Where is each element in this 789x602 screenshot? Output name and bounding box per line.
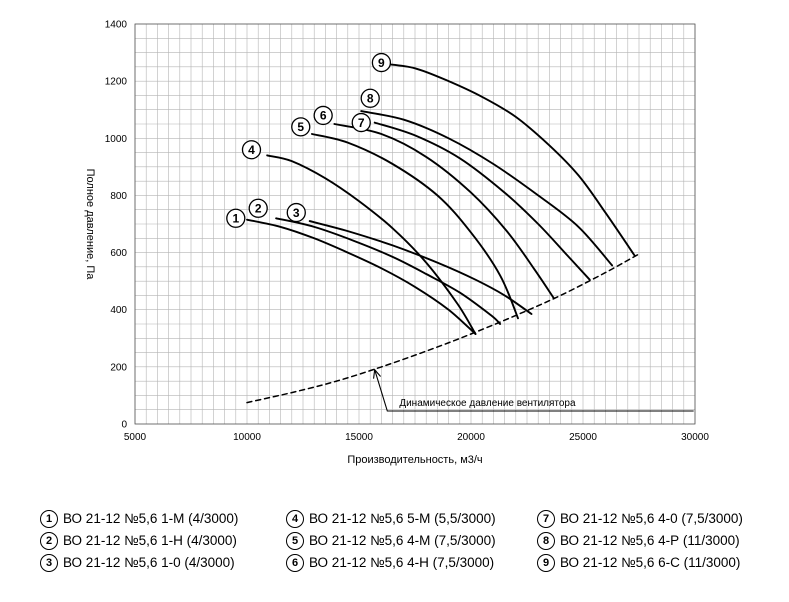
plot-frame (134, 23, 696, 425)
legend-number-badge: 1 (40, 510, 58, 528)
curve-marker-circle (291, 117, 311, 137)
x-axis-title: Производительность, м3/ч (347, 454, 482, 466)
y-tick-label: 400 (110, 305, 127, 316)
legend-label: ВО 21-12 №5,6 6-С (11/3000) (560, 555, 741, 570)
curve-marker-label: 1 (232, 211, 239, 225)
fan-curve-2 (275, 217, 502, 325)
dynamic-pressure-curve (246, 253, 640, 404)
curve-marker-circle (313, 105, 333, 126)
legend-item: 9 ВО 21-12 №5,6 6-С (11/3000) (537, 552, 743, 574)
legend-number-badge: 2 (40, 532, 58, 550)
legend-number-badge: 8 (537, 532, 555, 550)
legend-label: ВО 21-12 №5,6 1-Н (4/3000) (63, 533, 237, 548)
x-tick-label: 10000 (233, 432, 261, 443)
fan-curve-7 (373, 121, 591, 281)
y-tick-label: 1000 (105, 134, 128, 145)
y-tick-label: 1400 (105, 20, 128, 31)
legend-item: 6 ВО 21-12 №5,6 4-Н (7,5/3000) (286, 552, 496, 574)
legend-column-1: 1 ВО 21-12 №5,6 1-М (4/3000) 2 ВО 21-12 №5… (40, 508, 238, 574)
curve-marker-label: 2 (255, 201, 262, 215)
legend-number-badge: 4 (286, 510, 304, 528)
y-tick-label: 200 (110, 362, 127, 373)
annotation-arrowhead (373, 368, 382, 379)
curve-marker-label: 7 (358, 116, 365, 130)
curve-marker-label: 5 (297, 120, 304, 134)
legend-label: ВО 21-12 №5,6 4-М (7,5/3000) (309, 533, 496, 548)
x-tick-label: 20000 (457, 432, 485, 443)
legend-number-badge: 6 (286, 554, 304, 572)
annotation-leader-line (374, 369, 694, 412)
legend-label: ВО 21-12 №5,6 5-М (5,5/3000) (309, 511, 496, 526)
legend-item: 4 ВО 21-12 №5,6 5-М (5,5/3000) (286, 508, 496, 530)
curve-marker-circle (360, 88, 380, 108)
legend-number-badge: 3 (40, 554, 58, 572)
legend-item: 7 ВО 21-12 №5,6 4-0 (7,5/3000) (537, 508, 743, 530)
legend-item: 1 ВО 21-12 №5,6 1-М (4/3000) (40, 508, 238, 530)
curve-marker-circle (286, 202, 306, 223)
legend-label: ВО 21-12 №5,6 4-Р (11/3000) (560, 533, 740, 548)
legend-column-2: 4 ВО 21-12 №5,6 5-М (5,5/3000) 5 ВО 21-12 … (286, 508, 496, 574)
curve-marker-label: 4 (248, 143, 255, 157)
y-tick-label: 0 (121, 420, 127, 431)
legend-item: 8 ВО 21-12 №5,6 4-Р (11/3000) (537, 530, 743, 552)
y-tick-label: 1200 (105, 77, 128, 88)
x-tick-label: 15000 (345, 432, 373, 443)
curve-marker-circle (226, 208, 246, 228)
x-tick-label: 25000 (569, 432, 597, 443)
fan-curve-1 (246, 218, 477, 335)
legend-number-badge: 5 (286, 532, 304, 550)
fan-curve-3 (308, 220, 533, 315)
curve-marker-label: 3 (293, 206, 300, 220)
x-tick-label: 30000 (681, 432, 709, 443)
fan-performance-chart: 5000 10000 15000 20000 25000 30000 0 200 400 600 8… (84, 20, 709, 467)
legend-item: 5 ВО 21-12 №5,6 4-М (7,5/3000) (286, 530, 496, 552)
y-axis-title: Полное давление, Па (84, 169, 96, 281)
curve-marker-circle (241, 140, 262, 160)
legend-label: ВО 21-12 №5,6 4-0 (7,5/3000) (560, 511, 743, 526)
legend-label: ВО 21-12 №5,6 1-М (4/3000) (63, 511, 239, 526)
y-tick-label: 600 (110, 248, 127, 259)
legend-item: 2 ВО 21-12 №5,6 1-Н (4/3000) (40, 530, 238, 552)
fan-curve-5 (311, 133, 519, 320)
legend-item: 3 ВО 21-12 №5,6 1-0 (4/3000) (40, 552, 238, 574)
curve-marker-label: 6 (320, 109, 327, 123)
x-tick-label: 5000 (124, 432, 147, 443)
fan-curve-8 (360, 110, 614, 267)
legend: 1 ВО 21-12 №5,6 1-М (4/3000) 2 ВО 21-12 №5… (40, 508, 780, 588)
legend-label: ВО 21-12 №5,6 1-0 (4/3000) (63, 555, 235, 570)
y-tick-label: 800 (110, 191, 127, 202)
legend-number-badge: 9 (537, 554, 555, 572)
fan-curve-4 (266, 154, 477, 335)
curve-marker-label: 9 (378, 56, 385, 70)
curve-marker-circle (371, 52, 392, 73)
annotation-label: Динамическое давление вентилятора (399, 398, 576, 409)
fan-curve-9 (384, 63, 636, 257)
curve-marker-circle (248, 198, 268, 218)
curve-marker-label: 8 (367, 91, 374, 105)
curve-marker-circle (351, 112, 371, 133)
fan-curve-6 (333, 123, 555, 300)
legend-column-3: 7 ВО 21-12 №5,6 4-0 (7,5/3000) 8 ВО 21-12 … (537, 508, 743, 574)
legend-label: ВО 21-12 №5,6 4-Н (7,5/3000) (309, 555, 495, 570)
legend-number-badge: 7 (537, 510, 555, 528)
